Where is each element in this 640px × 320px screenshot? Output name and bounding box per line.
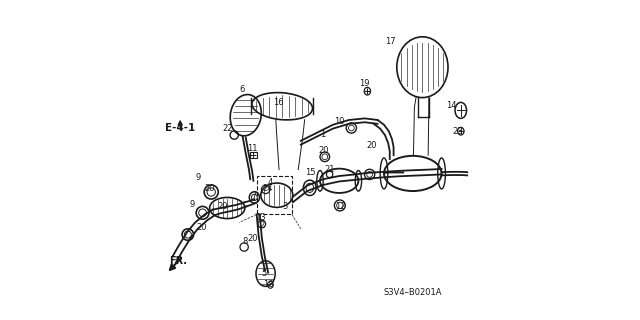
- Text: 20: 20: [248, 234, 258, 243]
- Text: 20: 20: [196, 223, 207, 232]
- Text: 6: 6: [239, 85, 244, 94]
- Text: 18: 18: [264, 280, 274, 289]
- Text: 10: 10: [334, 117, 344, 126]
- Text: 20: 20: [217, 202, 228, 211]
- Text: 16: 16: [273, 98, 284, 107]
- Ellipse shape: [455, 102, 467, 118]
- Text: 11: 11: [248, 144, 258, 153]
- Text: 9: 9: [196, 173, 201, 182]
- Text: 20: 20: [204, 184, 215, 193]
- Text: 1: 1: [321, 130, 326, 139]
- Text: 14: 14: [446, 101, 456, 110]
- Text: 4: 4: [268, 178, 273, 187]
- Text: 5: 5: [261, 269, 267, 278]
- Text: 15: 15: [305, 168, 316, 177]
- Text: 22: 22: [222, 124, 232, 132]
- Text: 17: 17: [385, 37, 396, 46]
- Text: E-4-1: E-4-1: [165, 123, 195, 133]
- Text: 7: 7: [252, 191, 257, 200]
- Text: 23: 23: [452, 127, 463, 136]
- Text: 20: 20: [366, 141, 376, 150]
- Text: 12: 12: [335, 202, 346, 211]
- Bar: [257, 176, 292, 214]
- Text: 8: 8: [242, 237, 248, 246]
- Text: 20: 20: [318, 146, 328, 155]
- Text: 19: 19: [360, 79, 370, 88]
- Text: 21: 21: [324, 165, 335, 174]
- Text: 24: 24: [262, 184, 273, 193]
- Text: 3: 3: [282, 202, 287, 211]
- Text: FR.: FR.: [170, 256, 188, 266]
- Text: S3V4–B0201A: S3V4–B0201A: [383, 288, 442, 297]
- Text: 2: 2: [260, 221, 265, 230]
- Text: 9: 9: [189, 200, 195, 209]
- Text: 13: 13: [255, 213, 266, 222]
- Bar: [250, 152, 257, 158]
